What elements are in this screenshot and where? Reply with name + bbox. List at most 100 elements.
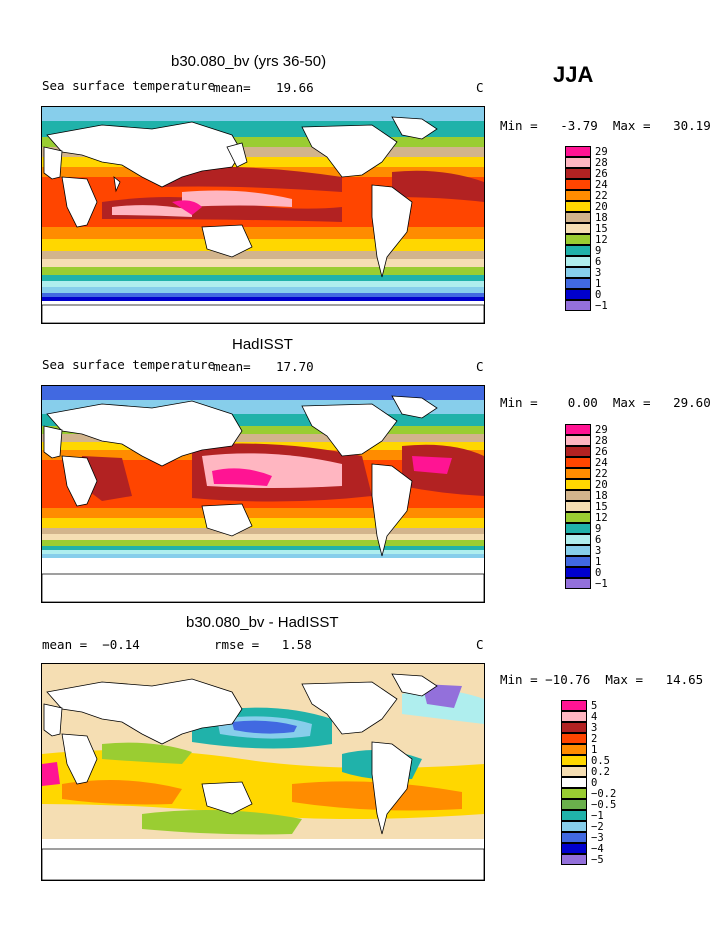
colorbar-swatch xyxy=(565,245,591,256)
colorbar-swatch xyxy=(561,755,587,766)
colorbar-label: −2 xyxy=(591,821,604,833)
colorbar-swatch xyxy=(565,146,591,157)
panel1-sst-field xyxy=(42,107,484,323)
colorbar-label: 12 xyxy=(595,512,608,524)
colorbar-swatch xyxy=(561,722,587,733)
panel1-minmax: Min = -3.79 Max = 30.19 xyxy=(500,118,711,133)
panel1-mean-label: mean= xyxy=(213,80,251,95)
panel3-map xyxy=(41,663,485,881)
colorbar-label: 9 xyxy=(595,245,602,257)
colorbar-label: 26 xyxy=(595,446,608,458)
colorbar-label: 29 xyxy=(595,424,608,436)
colorbar-label: 0 xyxy=(591,777,598,789)
colorbar-label: 0.5 xyxy=(591,755,610,767)
season-label: JJA xyxy=(553,62,594,87)
colorbar-swatch xyxy=(565,545,591,556)
panel2-mean-value: 17.70 xyxy=(276,359,314,374)
colorbar-label: 28 xyxy=(595,435,608,447)
colorbar-swatch xyxy=(565,234,591,245)
colorbar-label: 28 xyxy=(595,157,608,169)
colorbar-swatch xyxy=(565,567,591,578)
colorbar-label: 5 xyxy=(591,700,598,712)
panel1-units: C xyxy=(476,80,484,95)
colorbar-label: −1 xyxy=(595,300,608,312)
colorbar-label: 2 xyxy=(591,733,598,745)
colorbar-swatch xyxy=(565,446,591,457)
panel2-minmax: Min = 0.00 Max = 29.60 xyxy=(500,395,711,410)
colorbar-label: −4 xyxy=(591,843,604,855)
panel2-map xyxy=(41,385,485,603)
colorbar-swatch xyxy=(561,799,587,810)
panel1-title: b30.080_bv (yrs 36-50) xyxy=(171,53,327,70)
colorbar-label: 20 xyxy=(595,201,608,213)
colorbar-swatch xyxy=(561,711,587,722)
colorbar-swatch xyxy=(561,788,587,799)
colorbar-swatch xyxy=(565,512,591,523)
colorbar-swatch xyxy=(565,523,591,534)
colorbar-label: −3 xyxy=(591,832,604,844)
colorbar-label: 20 xyxy=(595,479,608,491)
colorbar-swatch xyxy=(565,223,591,234)
colorbar-swatch xyxy=(565,267,591,278)
panel3-sst-difference xyxy=(42,664,484,880)
colorbar-label: 9 xyxy=(595,523,602,535)
colorbar-swatch xyxy=(561,810,587,821)
colorbar-swatch xyxy=(565,556,591,567)
panel2-variable: Sea surface temperature xyxy=(42,357,216,372)
colorbar-swatch xyxy=(565,457,591,468)
colorbar-swatch xyxy=(565,289,591,300)
colorbar-label: 24 xyxy=(595,457,608,469)
colorbar-label: 18 xyxy=(595,490,608,502)
colorbar-label: 0 xyxy=(595,567,602,579)
colorbar-swatch xyxy=(565,424,591,435)
panel1-mean-value: 19.66 xyxy=(276,80,314,95)
panel1-variable: Sea surface temperature xyxy=(42,78,216,93)
colorbar-swatch xyxy=(565,578,591,589)
colorbar-swatch xyxy=(565,534,591,545)
panel3-minmax: Min = −10.76 Max = 14.65 xyxy=(500,672,704,687)
colorbar-swatch xyxy=(565,256,591,267)
panel1-map xyxy=(41,106,485,324)
colorbar-label: 29 xyxy=(595,146,608,158)
colorbar-label: 0.2 xyxy=(591,766,610,778)
colorbar-label: 6 xyxy=(595,534,602,546)
colorbar-label: 1 xyxy=(591,744,598,756)
colorbar-swatch xyxy=(561,744,587,755)
colorbar-swatch xyxy=(565,468,591,479)
colorbar-swatch xyxy=(561,843,587,854)
colorbar-label: −1 xyxy=(591,810,604,822)
colorbar-swatch xyxy=(565,201,591,212)
colorbar-swatch xyxy=(561,777,587,788)
panel3-units: C xyxy=(476,637,484,652)
panel3-mean: mean = −0.14 xyxy=(42,637,140,652)
colorbar-label: −1 xyxy=(595,578,608,590)
colorbar-label: −0.5 xyxy=(591,799,617,811)
colorbar-label: 4 xyxy=(591,711,598,723)
colorbar-swatch xyxy=(565,212,591,223)
panel2-title: HadISST xyxy=(232,336,293,353)
colorbar-label: 18 xyxy=(595,212,608,224)
colorbar-label: −0.2 xyxy=(591,788,617,800)
colorbar-label: 22 xyxy=(595,468,608,480)
colorbar-swatch xyxy=(565,190,591,201)
colorbar-swatch xyxy=(565,479,591,490)
colorbar-swatch xyxy=(561,766,587,777)
colorbar-label: 26 xyxy=(595,168,608,180)
colorbar-label: 12 xyxy=(595,234,608,246)
colorbar-swatch xyxy=(565,179,591,190)
panel2-mean-label: mean= xyxy=(213,359,251,374)
colorbar-swatch xyxy=(561,821,587,832)
colorbar-label: 1 xyxy=(595,556,602,568)
colorbar-swatch xyxy=(565,490,591,501)
panel3-title: b30.080_bv - HadISST xyxy=(186,614,339,631)
colorbar-swatch xyxy=(565,300,591,311)
colorbar-label: 15 xyxy=(595,223,608,235)
colorbar-swatch xyxy=(561,854,587,865)
colorbar-label: 6 xyxy=(595,256,602,268)
colorbar-swatch xyxy=(565,435,591,446)
colorbar-label: 1 xyxy=(595,278,602,290)
colorbar-label: 22 xyxy=(595,190,608,202)
colorbar-label: 3 xyxy=(595,267,602,279)
colorbar-label: 24 xyxy=(595,179,608,191)
panel2-sst-field xyxy=(42,386,484,602)
